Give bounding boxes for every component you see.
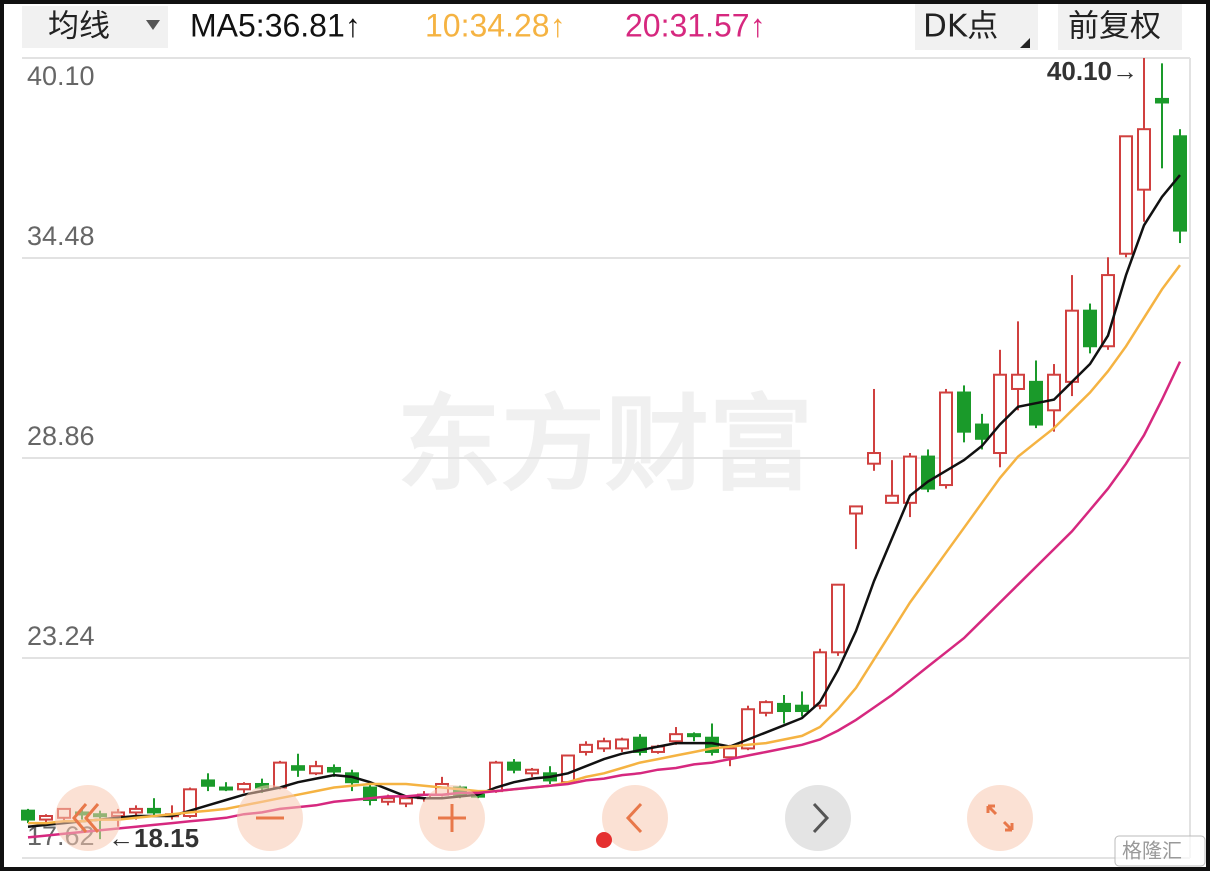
candle-body xyxy=(885,494,899,504)
candle-body xyxy=(903,455,917,504)
dropdown-label[interactable]: 均线 xyxy=(48,9,110,45)
candle-body xyxy=(813,651,827,707)
candle-body xyxy=(615,738,629,750)
candle-body xyxy=(147,807,161,814)
candle-body xyxy=(579,743,593,753)
candle-body xyxy=(957,391,971,433)
candle-body xyxy=(273,761,287,789)
candle-body xyxy=(1083,309,1097,348)
candle-body xyxy=(975,423,989,440)
candle-body xyxy=(1011,373,1025,390)
icon-rewind xyxy=(72,803,100,833)
candle-body xyxy=(201,779,215,787)
legend-entry: 10:34.28↑ xyxy=(425,7,566,43)
dk-button[interactable] xyxy=(915,4,1038,50)
icon-right xyxy=(812,802,830,834)
icon-left xyxy=(625,802,643,834)
candle-body xyxy=(723,747,737,759)
candle-body xyxy=(507,761,521,771)
candle-body xyxy=(381,797,395,803)
candle-body xyxy=(291,765,305,771)
min-annotation: ←18.15 xyxy=(108,823,199,853)
candle-body xyxy=(1119,135,1133,255)
candle-body xyxy=(849,505,863,515)
candle-body xyxy=(777,702,791,713)
candle-body xyxy=(309,765,323,775)
legend-entry: MA5:36.81↑ xyxy=(190,7,361,43)
dropdown[interactable] xyxy=(22,6,168,48)
candle-body xyxy=(597,740,611,750)
y-tick-label: 23.24 xyxy=(27,621,95,651)
candle-body xyxy=(687,733,701,738)
source-mark: 格隆汇 xyxy=(1122,839,1182,863)
candle-body xyxy=(795,704,809,713)
candle-body xyxy=(21,809,35,821)
candle-body xyxy=(993,373,1007,455)
dk-corner xyxy=(1020,38,1030,48)
candle-body xyxy=(1173,135,1187,232)
y-tick-label: 34.48 xyxy=(27,221,95,251)
max-annotation: 40.10→ xyxy=(1047,56,1138,86)
candle-body xyxy=(669,733,683,743)
candle-body xyxy=(831,583,845,654)
ma-line xyxy=(27,174,1181,828)
source-badge xyxy=(1114,835,1206,867)
y-tick-label: 28.86 xyxy=(27,421,95,451)
page-indicator xyxy=(596,832,612,848)
candle-body xyxy=(741,708,755,750)
candle-body xyxy=(867,452,881,465)
candle-body xyxy=(219,786,233,791)
candle-body xyxy=(939,391,953,487)
candle-body xyxy=(1155,97,1169,104)
candle-body xyxy=(1065,309,1079,383)
adjust-button[interactable] xyxy=(1058,4,1182,50)
icon-plus xyxy=(438,804,466,832)
candle-body xyxy=(525,768,539,775)
ma-line xyxy=(27,361,1182,839)
nav-next[interactable] xyxy=(785,785,851,851)
nav-icons xyxy=(72,802,1014,834)
candle-body xyxy=(39,815,53,821)
candle-body xyxy=(1047,373,1061,412)
candle-body xyxy=(1137,128,1151,191)
dk-label[interactable]: DK点 xyxy=(923,9,998,45)
ma-line xyxy=(28,264,1182,825)
nav-expand[interactable] xyxy=(967,785,1033,851)
adjust-label[interactable]: 前复权 xyxy=(1068,9,1161,45)
candle-body xyxy=(561,754,575,784)
nav-prev[interactable] xyxy=(602,785,668,851)
y-tick-label: 40.10 xyxy=(27,61,95,91)
nav-rewind[interactable] xyxy=(55,785,121,851)
legend-entry: 20:31.57↑ xyxy=(625,7,766,43)
candle-body xyxy=(237,782,251,791)
watermark: 东方财富 xyxy=(397,383,813,505)
legend: MA5:36.81↑ 10:34.28↑ 20:31.57↑ xyxy=(190,7,766,43)
dropdown-arrow xyxy=(146,20,160,30)
candle-body xyxy=(129,807,143,814)
candle-body xyxy=(327,766,341,773)
icon-expand xyxy=(986,804,1014,832)
candle-body xyxy=(399,797,413,805)
candle-body xyxy=(759,701,773,714)
